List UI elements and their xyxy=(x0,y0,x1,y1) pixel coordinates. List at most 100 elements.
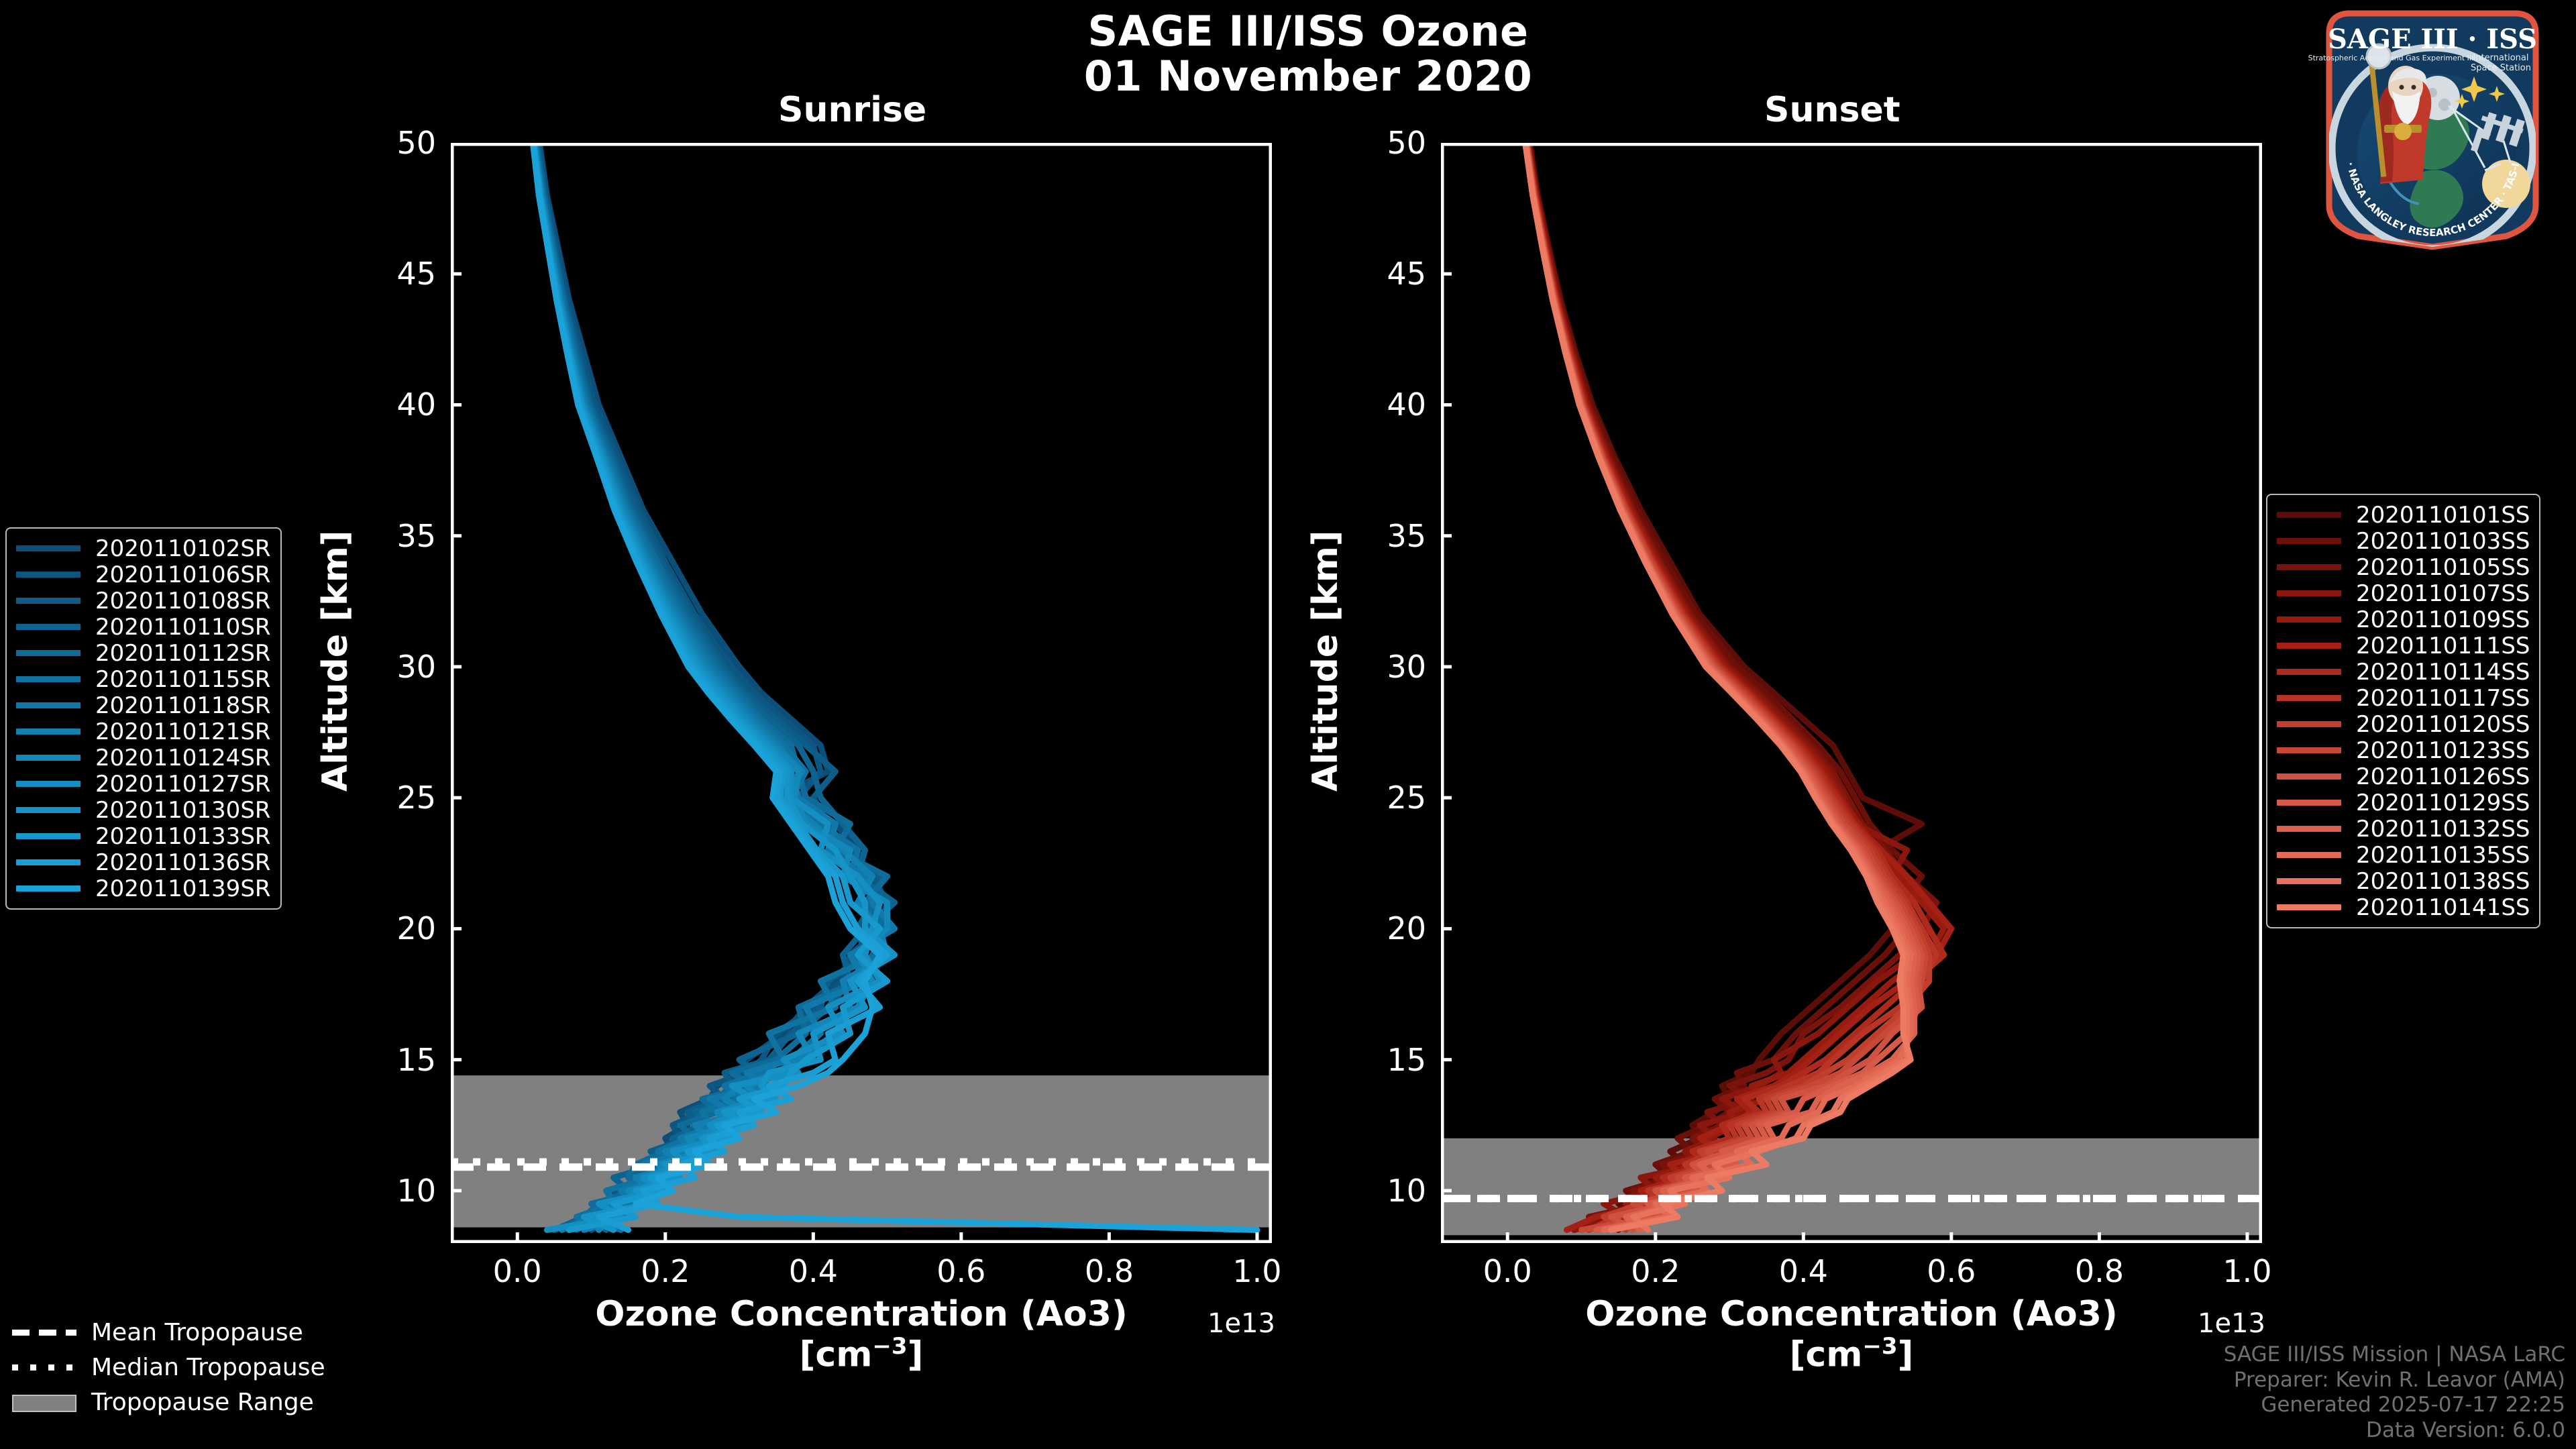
y-axis-label-sunset: Altitude [km] xyxy=(1305,530,1346,792)
tropopause-range-band xyxy=(1441,1138,2262,1236)
legend-item-label: 2020110121SR xyxy=(95,718,271,745)
legend-sunrise-item[interactable]: 2020110108SR xyxy=(16,588,271,614)
tropopause-legend-item[interactable]: Mean Tropopause xyxy=(12,1315,325,1350)
ozone-profile-line xyxy=(1522,143,1914,1233)
legend-sunset[interactable]: 2020110101SS 2020110103SS 2020110105SS 2020… xyxy=(2266,494,2541,928)
legend-item-label: 2020110117SS xyxy=(2356,684,2530,712)
legend-item-label: 2020110102SR xyxy=(95,535,271,562)
y-tick-label: 20 xyxy=(396,910,436,947)
figure-title: SAGE III/ISS Ozone 01 November 2020 xyxy=(939,9,1677,99)
legend-color-swatch xyxy=(16,650,80,656)
legend-sunset-item[interactable]: 2020110135SS xyxy=(2277,842,2530,869)
legend-item-label: 2020110105SS xyxy=(2356,553,2530,581)
legend-item-label: 2020110109SS xyxy=(2356,606,2530,633)
legend-item-label: 2020110103SS xyxy=(2356,527,2530,555)
x-tick-label: 0.8 xyxy=(2074,1253,2124,1289)
legend-sunset-item[interactable]: 2020110126SS xyxy=(2277,763,2530,790)
legend-color-swatch xyxy=(2277,747,2341,753)
legend-sunset-item[interactable]: 2020110138SS xyxy=(2277,868,2530,895)
x-axis-label-sunrise: Ozone Concentration (Ao3) [cm−3] xyxy=(451,1295,1272,1375)
legend-sunrise-item[interactable]: 2020110112SR xyxy=(16,640,271,667)
legend-item-label: 2020110107SS xyxy=(2356,580,2530,607)
legend-item-label: 2020110129SS xyxy=(2356,789,2530,816)
legend-color-swatch xyxy=(16,545,80,551)
legend-sunrise-item[interactable]: 2020110139SR xyxy=(16,875,271,902)
y-axis-label-sunrise: Altitude [km] xyxy=(315,530,356,792)
y-axis-ticks-sunset: 10 15 20 25 30 35 40 45 50 xyxy=(1352,125,1426,1243)
legend-item-label: 2020110124SR xyxy=(95,744,271,771)
legend-item-label: 2020110141SS xyxy=(2356,894,2530,921)
dashed-line-icon xyxy=(12,1324,76,1341)
x-tick-label: 0.0 xyxy=(1483,1253,1532,1289)
legend-sunset-item[interactable]: 2020110123SS xyxy=(2277,737,2530,764)
legend-item-label: 2020110132SS xyxy=(2356,815,2530,843)
panel-title-sunset: Sunset xyxy=(1764,90,1900,130)
y-tick-label: 50 xyxy=(1387,125,1426,161)
legend-color-swatch xyxy=(2277,695,2341,701)
legend-sunset-item[interactable]: 2020110132SS xyxy=(2277,815,2530,843)
legend-sunset-item[interactable]: 2020110141SS xyxy=(2277,894,2530,921)
legend-sunrise-item[interactable]: 2020110121SR xyxy=(16,718,271,745)
footer-credits: SAGE III/ISS Mission | NASA LaRC Prepare… xyxy=(2224,1342,2565,1444)
legend-color-swatch xyxy=(16,833,80,839)
legend-sunset-item[interactable]: 2020110129SS xyxy=(2277,790,2530,816)
legend-sunrise-item[interactable]: 2020110115SR xyxy=(16,666,271,693)
x-axis-label-sunset: Ozone Concentration (Ao3) [cm−3] xyxy=(1441,1295,2262,1375)
legend-sunrise-item[interactable]: 2020110124SR xyxy=(16,745,271,771)
x-tick-label: 0.2 xyxy=(1631,1253,1680,1289)
legend-color-swatch xyxy=(2277,643,2341,649)
x-tick-label: 0.6 xyxy=(1927,1253,1976,1289)
range-patch-icon xyxy=(12,1393,76,1412)
legend-sunrise-item[interactable]: 2020110106SR xyxy=(16,561,271,588)
legend-color-swatch xyxy=(16,859,80,865)
legend-sunset-item[interactable]: 2020110114SS xyxy=(2277,659,2530,686)
legend-color-swatch xyxy=(2277,852,2341,858)
legend-sunset-item[interactable]: 2020110111SS xyxy=(2277,633,2530,659)
legend-item-label: 2020110130SR xyxy=(95,796,271,824)
legend-sunrise-item[interactable]: 2020110136SR xyxy=(16,849,271,876)
legend-item-label: 2020110127SR xyxy=(95,770,271,798)
legend-color-swatch xyxy=(16,807,80,813)
figure-title-line2: 01 November 2020 xyxy=(1083,51,1533,101)
legend-sunrise-item[interactable]: 2020110127SR xyxy=(16,770,271,798)
x-axis-exponent-sunrise: 1e13 xyxy=(1208,1308,1275,1339)
tropopause-legend-label: Median Tropopause xyxy=(91,1353,325,1381)
legend-item-label: 2020110110SR xyxy=(95,613,271,641)
legend-item-label: 2020110108SR xyxy=(95,587,271,614)
legend-color-swatch xyxy=(2277,721,2341,727)
legend-sunrise[interactable]: 2020110102SR 2020110106SR 2020110108SR 2020… xyxy=(5,527,282,910)
legend-sunset-item[interactable]: 2020110109SS xyxy=(2277,606,2530,633)
legend-item-label: 2020110111SS xyxy=(2356,632,2530,659)
legend-sunrise-item[interactable]: 2020110118SR xyxy=(16,692,271,719)
legend-sunrise-item[interactable]: 2020110130SR xyxy=(16,796,271,824)
footer-line-preparer: Preparer: Kevin R. Leavor (AMA) xyxy=(2233,1367,2565,1392)
legend-sunset-item[interactable]: 2020110107SS xyxy=(2277,580,2530,607)
legend-color-swatch xyxy=(16,676,80,682)
legend-sunset-item[interactable]: 2020110103SS xyxy=(2277,527,2530,555)
legend-color-swatch xyxy=(2277,564,2341,570)
legend-item-label: 2020110106SR xyxy=(95,561,271,588)
legend-sunset-item[interactable]: 2020110117SS xyxy=(2277,684,2530,712)
x-axis-label-line1: Ozone Concentration (Ao3) xyxy=(595,1294,1128,1334)
logo-subtitle-left: Stratospheric Aerosol and Gas Experiment… xyxy=(2308,54,2474,62)
tropopause-legend[interactable]: Mean Tropopause Median Tropopause Tropopau… xyxy=(12,1315,325,1419)
x-axis-label-line1: Ozone Concentration (Ao3) xyxy=(1585,1294,2118,1334)
x-tick-label: 0.4 xyxy=(788,1253,838,1289)
tropopause-legend-label: Mean Tropopause xyxy=(91,1318,303,1346)
legend-color-swatch xyxy=(2277,669,2341,675)
legend-color-swatch xyxy=(16,702,80,708)
legend-sunrise-item[interactable]: 2020110133SR xyxy=(16,823,271,850)
legend-color-swatch xyxy=(16,624,80,630)
tropopause-legend-item[interactable]: Median Tropopause xyxy=(12,1350,325,1385)
legend-sunset-item[interactable]: 2020110105SS xyxy=(2277,553,2530,581)
x-tick-label: 0.8 xyxy=(1084,1253,1134,1289)
legend-sunrise-item[interactable]: 2020110110SR xyxy=(16,613,271,641)
tropopause-legend-item[interactable]: Tropopause Range xyxy=(12,1385,325,1419)
legend-sunset-item[interactable]: 2020110120SS xyxy=(2277,711,2530,738)
legend-color-swatch xyxy=(2277,512,2341,518)
x-axis-exponent-sunset: 1e13 xyxy=(2198,1308,2265,1339)
legend-sunset-item[interactable]: 2020110101SS xyxy=(2277,502,2530,529)
legend-sunrise-item[interactable]: 2020110102SR xyxy=(16,535,271,562)
legend-color-swatch xyxy=(16,885,80,892)
